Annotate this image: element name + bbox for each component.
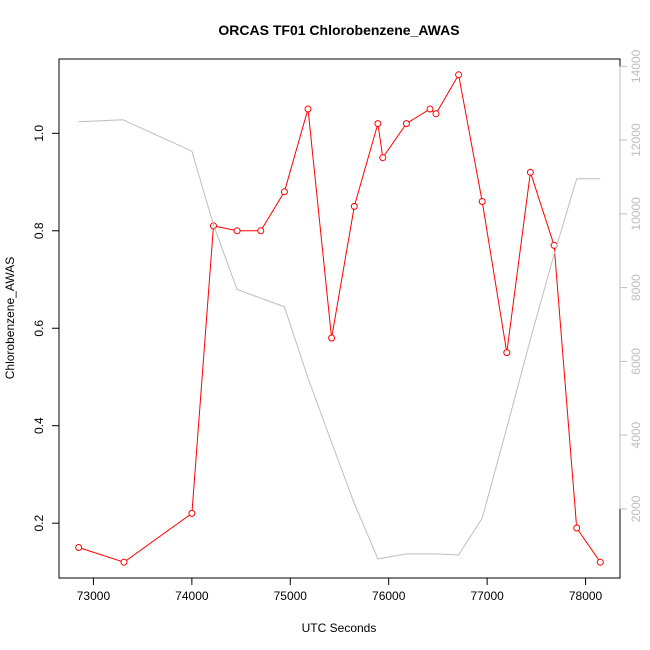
x-axis: 73000 74000 75000 76000 77000 78000 [77, 577, 603, 603]
series-left-axis [75, 71, 604, 566]
data-point [478, 198, 486, 205]
y2-tick-label: 4000 [629, 421, 643, 448]
y2-tick-label: 10000 [629, 197, 643, 231]
data-point [455, 71, 463, 79]
data-point [328, 334, 336, 342]
data-point [304, 105, 312, 113]
y-tick-label: 0.4 [32, 417, 46, 434]
data-point [426, 105, 434, 113]
series-line [78, 73, 601, 563]
data-point [402, 120, 410, 128]
data-point [596, 558, 604, 566]
chart-title: ORCAS TF01 Chlorobenzene_AWAS [218, 22, 459, 38]
y-tick-label: 1.0 [32, 125, 46, 142]
x-tick-label: 75000 [274, 589, 308, 603]
data-point [503, 349, 511, 357]
y-axis-label: Chlorobenzene_AWAS [3, 257, 17, 380]
y-tick-label: 0.8 [32, 222, 46, 239]
y-tick-label: 0.6 [32, 320, 46, 337]
data-point [526, 168, 534, 176]
data-point [432, 110, 440, 118]
y2-tick-label: 8000 [629, 274, 643, 301]
x-tick-label: 78000 [569, 589, 603, 603]
x-axis-label: UTC Seconds [302, 621, 377, 635]
data-point [188, 509, 196, 517]
x-tick-label: 73000 [77, 589, 111, 603]
data-point [120, 558, 128, 566]
x-tick-label: 76000 [372, 589, 406, 603]
data-point [374, 120, 382, 128]
data-point [257, 227, 265, 235]
data-point [573, 524, 581, 532]
y2-tick-label: 14000 [629, 49, 643, 83]
y2-tick-label: 6000 [629, 348, 643, 375]
data-point [350, 202, 358, 210]
x-tick-label: 74000 [175, 589, 209, 603]
data-point [280, 188, 288, 196]
y2-tick-label: 2000 [629, 495, 643, 522]
data-point [379, 154, 387, 162]
series-right-axis [78, 119, 601, 560]
y-axis-right: 2000 4000 6000 8000 10000 12000 14000 [619, 49, 643, 522]
series-layer [75, 71, 604, 566]
data-point [75, 544, 83, 551]
data-point [233, 227, 241, 235]
y-axis-left: 0.2 0.4 0.6 0.8 1.0 [32, 125, 60, 532]
series-line [78, 119, 601, 560]
y-tick-label: 0.2 [32, 515, 46, 532]
x-tick-label: 77000 [470, 589, 504, 603]
y2-tick-label: 12000 [629, 123, 643, 157]
